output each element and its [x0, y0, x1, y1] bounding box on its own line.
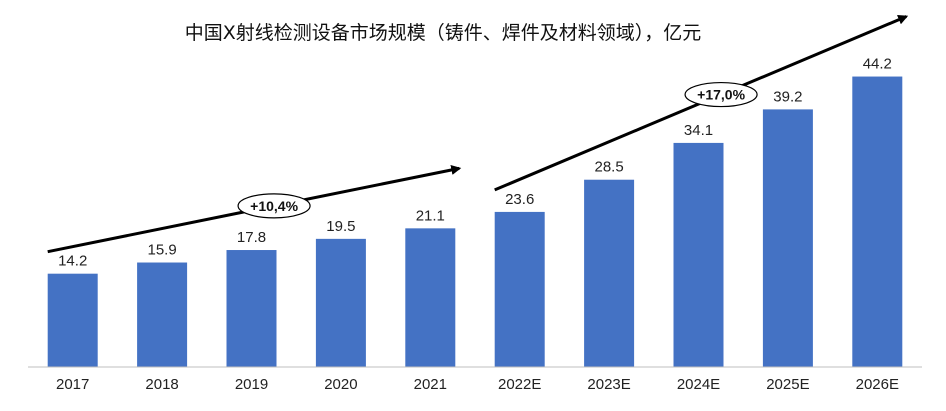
bar-2019 — [226, 250, 277, 367]
bar-2021 — [405, 228, 456, 367]
x-tick-2022E: 2022E — [498, 376, 541, 393]
value-label-2017: 14.2 — [58, 253, 87, 270]
value-label-2023E: 28.5 — [594, 159, 623, 176]
value-label-2024E: 34.1 — [684, 122, 713, 139]
x-tick-2023E: 2023E — [587, 376, 630, 393]
bar-2024E — [673, 142, 724, 367]
cagr-label-2: +17,0% — [697, 87, 745, 103]
x-tick-2025E: 2025E — [766, 376, 809, 393]
x-tick-2021: 2021 — [414, 376, 447, 393]
x-tick-2018: 2018 — [145, 376, 178, 393]
cagr-bubble-2 — [684, 81, 758, 108]
value-label-2020: 19.5 — [326, 218, 355, 235]
value-label-2025E: 39.2 — [773, 88, 802, 105]
bar-2026E — [852, 76, 903, 368]
bar-2025E — [762, 109, 813, 368]
value-label-2022E: 23.6 — [505, 191, 534, 208]
x-tick-2017: 2017 — [56, 376, 89, 393]
bars-group — [47, 76, 903, 368]
chart-title: 中国X射线检测设备市场规模（铸件、焊件及材料领域），亿元 — [185, 22, 702, 44]
x-tick-2024E: 2024E — [677, 376, 720, 393]
x-tick-labels-group: 2017 2018 2019 2020 2021 2022E 2023E 2024E 2025E… — [56, 376, 899, 393]
x-tick-2019: 2019 — [235, 376, 268, 393]
cagr-bubble-1 — [237, 193, 311, 219]
bar-2017 — [47, 273, 98, 367]
value-label-2021: 21.1 — [416, 207, 445, 224]
x-tick-2020: 2020 — [324, 376, 357, 393]
growth-annotations-group: +10,4% +17,0% — [47, 15, 909, 254]
value-labels-group: 14.2 15.9 17.8 19.5 21.1 23.6 28.5 34.1 39.2 44.2 — [58, 56, 892, 270]
bar-2018 — [137, 262, 188, 367]
value-label-2019: 17.8 — [237, 229, 266, 246]
value-label-2018: 15.9 — [147, 242, 176, 259]
bar-2022E — [494, 211, 545, 367]
x-tick-2026E: 2026E — [856, 376, 899, 393]
cagr-label-1: +10,4% — [250, 198, 298, 214]
bar-2020 — [315, 238, 366, 367]
bar-2023E — [584, 179, 635, 367]
value-label-2026E: 44.2 — [863, 56, 892, 73]
